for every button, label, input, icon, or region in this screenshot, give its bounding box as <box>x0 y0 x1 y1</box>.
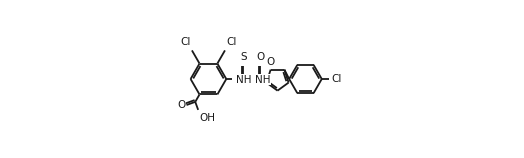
Text: O: O <box>177 100 185 110</box>
Text: NH: NH <box>236 75 252 85</box>
Text: Cl: Cl <box>332 74 342 84</box>
Text: NH: NH <box>255 75 270 85</box>
Text: OH: OH <box>199 113 215 123</box>
Text: O: O <box>256 52 265 62</box>
Text: Cl: Cl <box>226 37 236 47</box>
Text: Cl: Cl <box>180 37 191 47</box>
Text: O: O <box>266 57 274 67</box>
Text: S: S <box>240 52 247 62</box>
